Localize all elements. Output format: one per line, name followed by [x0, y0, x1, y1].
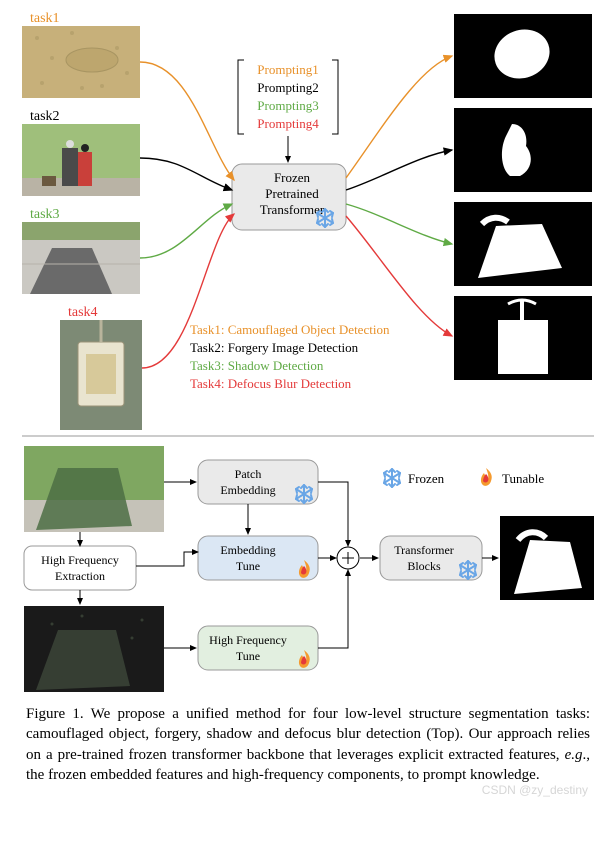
svg-text:Tune: Tune [236, 649, 260, 663]
task2-thumb [22, 124, 140, 196]
mask3 [454, 202, 592, 286]
prompting3: Prompting3 [257, 98, 318, 113]
task3-label: task3 [30, 207, 60, 222]
svg-text:Embedding: Embedding [220, 483, 275, 497]
svg-text:Tune: Tune [236, 559, 260, 573]
legend-tunable: Tunable [502, 471, 544, 486]
legend-task3: Task3: Shadow Detection [190, 358, 324, 373]
embedding-tune-box: Embedding Tune [198, 536, 318, 580]
svg-text:Blocks: Blocks [407, 559, 441, 573]
prompting-list: Prompting1 Prompting2 Prompting3 Prompti… [238, 60, 338, 134]
output-mask [500, 516, 594, 600]
task1-label: task1 [30, 11, 60, 26]
prompting2: Prompting2 [257, 80, 318, 95]
task4-label: task4 [68, 305, 98, 320]
frozen-line2: Pretrained [265, 186, 319, 201]
svg-text:Embedding: Embedding [220, 543, 275, 557]
bottom-diagram: High Frequency Extraction Patch Embeddin… [22, 438, 594, 698]
hf-extraction-box: High Frequency Extraction [24, 546, 136, 590]
frozen-line1: Frozen [274, 170, 311, 185]
svg-text:Extraction: Extraction [55, 569, 105, 583]
input-image [24, 446, 164, 532]
watermark: CSDN @zy_destiny [482, 783, 588, 797]
svg-text:Transformer: Transformer [394, 543, 454, 557]
task1-thumb [22, 26, 140, 98]
frozen-tunable-legend: Frozen Tunable [384, 468, 544, 487]
frozen-line3: Transformer [260, 202, 325, 217]
legend-task1: Task1: Camouflaged Object Detection [190, 322, 390, 337]
mask1 [454, 14, 592, 98]
legend-task2: Task2: Forgery Image Detection [190, 340, 359, 355]
svg-text:High Frequency: High Frequency [209, 633, 287, 647]
mask4 [454, 296, 592, 380]
top-diagram: task1 task2 task3 task4 Prompting1 Promp… [22, 8, 594, 438]
svg-text:Patch: Patch [235, 467, 262, 481]
legend-frozen: Frozen [408, 471, 445, 486]
svg-text:High Frequency: High Frequency [41, 553, 119, 567]
legend-task4: Task4: Defocus Blur Detection [190, 376, 352, 391]
sum-node [337, 547, 359, 569]
patch-embedding-box: Patch Embedding [198, 460, 318, 504]
hf-image [24, 606, 164, 692]
transformer-blocks-box: Transformer Blocks [380, 536, 482, 580]
task2-label: task2 [30, 109, 60, 124]
task3-thumb [22, 222, 140, 294]
prompting4: Prompting4 [257, 116, 319, 131]
task4-thumb [60, 320, 142, 430]
frozen-transformer-box: Frozen Pretrained Transformer [232, 164, 346, 230]
hf-tune-box: High Frequency Tune [198, 626, 318, 670]
prompting1: Prompting1 [257, 62, 318, 77]
mask2 [454, 108, 592, 192]
